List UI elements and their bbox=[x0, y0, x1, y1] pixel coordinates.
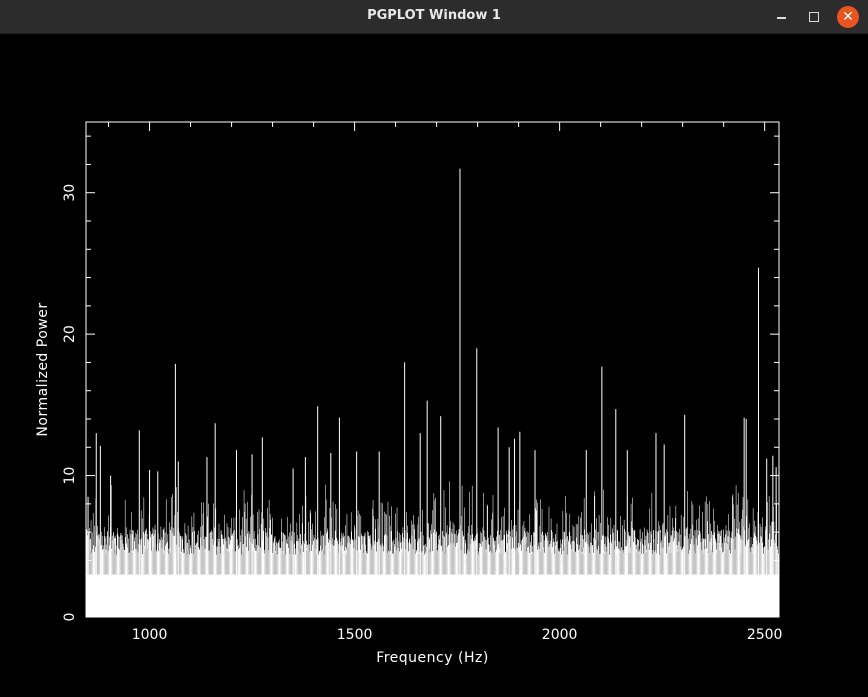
axis-tick-labels: 1000 1500 2000 2500 0 10 20 30 bbox=[62, 184, 782, 643]
close-icon: ✕ bbox=[842, 9, 854, 25]
y-tick-label: 30 bbox=[62, 184, 78, 202]
x-tick-label: 2000 bbox=[542, 627, 578, 643]
axis-ticks bbox=[86, 122, 779, 617]
x-tick-label: 1500 bbox=[337, 627, 373, 643]
window-titlebar[interactable]: PGPLOT Window 1 ✕ bbox=[0, 0, 868, 34]
maximize-button[interactable] bbox=[803, 6, 825, 28]
x-tick-label: 1000 bbox=[132, 627, 168, 643]
maximize-icon bbox=[809, 12, 819, 22]
plot-frame bbox=[85, 121, 780, 618]
y-tick-label: 0 bbox=[62, 613, 78, 622]
power-spectrum-chart: 1000 1500 2000 2500 0 10 20 30 Frequency (Hz) N… bbox=[35, 121, 782, 666]
minimize-button[interactable] bbox=[771, 6, 793, 28]
minimize-icon bbox=[777, 17, 786, 19]
spectrum-bars bbox=[85, 168, 780, 617]
x-axis-label: Frequency (Hz) bbox=[376, 650, 489, 666]
y-tick-label: 10 bbox=[62, 467, 78, 485]
x-tick-label: 2500 bbox=[747, 627, 783, 643]
close-button[interactable]: ✕ bbox=[837, 6, 859, 28]
window-title: PGPLOT Window 1 bbox=[367, 8, 501, 23]
y-tick-label: 20 bbox=[62, 325, 78, 343]
plot-canvas: 1000 1500 2000 2500 0 10 20 30 Frequency (Hz) N… bbox=[0, 34, 868, 693]
y-axis-label: Normalized Power bbox=[35, 302, 51, 436]
